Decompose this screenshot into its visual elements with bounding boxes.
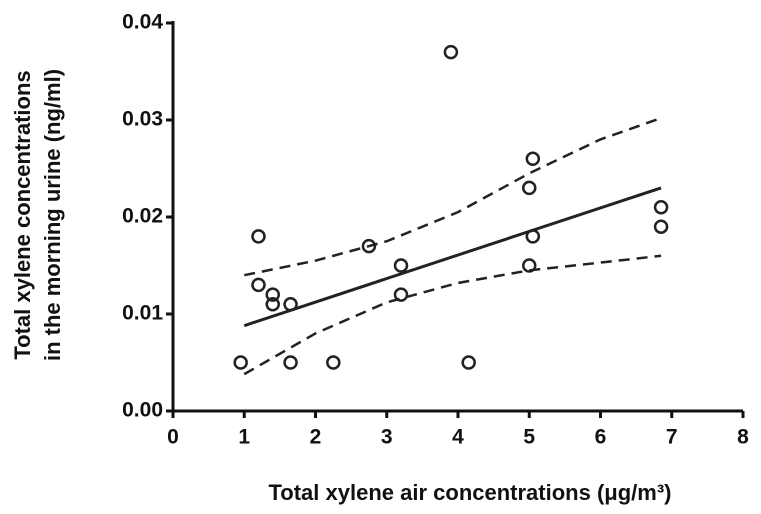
y-tick-label: 0.00	[122, 399, 163, 422]
point	[393, 258, 409, 273]
point	[522, 258, 537, 273]
point	[461, 355, 476, 370]
x-tick-label: 3	[381, 426, 393, 449]
y-tick-label: 0.04	[122, 11, 163, 34]
point	[283, 297, 298, 312]
point	[443, 44, 459, 60]
point	[393, 287, 409, 302]
point	[653, 200, 669, 215]
point	[525, 151, 541, 167]
point	[265, 297, 280, 312]
point	[525, 229, 541, 244]
y-tick-label: 0.03	[122, 108, 163, 131]
y-axis-label: in the morning urine (ng/ml)	[40, 69, 65, 361]
point	[265, 287, 280, 302]
x-tick-label: 8	[737, 426, 749, 449]
confidence-band	[243, 116, 662, 277]
y-tick-label: 0.02	[122, 205, 163, 228]
point	[233, 355, 248, 370]
x-tick-label: 6	[595, 426, 607, 449]
point	[283, 355, 298, 370]
point	[361, 238, 377, 254]
point	[653, 219, 669, 234]
x-tick-label: 7	[666, 426, 678, 449]
x-tick-label: 5	[523, 426, 535, 449]
x-tick-label: 4	[452, 426, 464, 449]
point	[326, 355, 341, 370]
confidence-band	[243, 254, 662, 376]
y-axis-label: Total xylene concentrations	[10, 70, 35, 359]
x-tick-label: 0	[167, 426, 179, 449]
point	[251, 277, 266, 293]
x-axis-label: Total xylene air concentrations (μg/m³)	[268, 480, 671, 505]
point	[522, 180, 537, 196]
regression-line	[243, 186, 662, 328]
x-tick-label: 2	[310, 426, 322, 449]
x-tick-label: 1	[238, 426, 250, 449]
point	[251, 229, 266, 244]
y-tick-label: 0.01	[122, 302, 163, 325]
